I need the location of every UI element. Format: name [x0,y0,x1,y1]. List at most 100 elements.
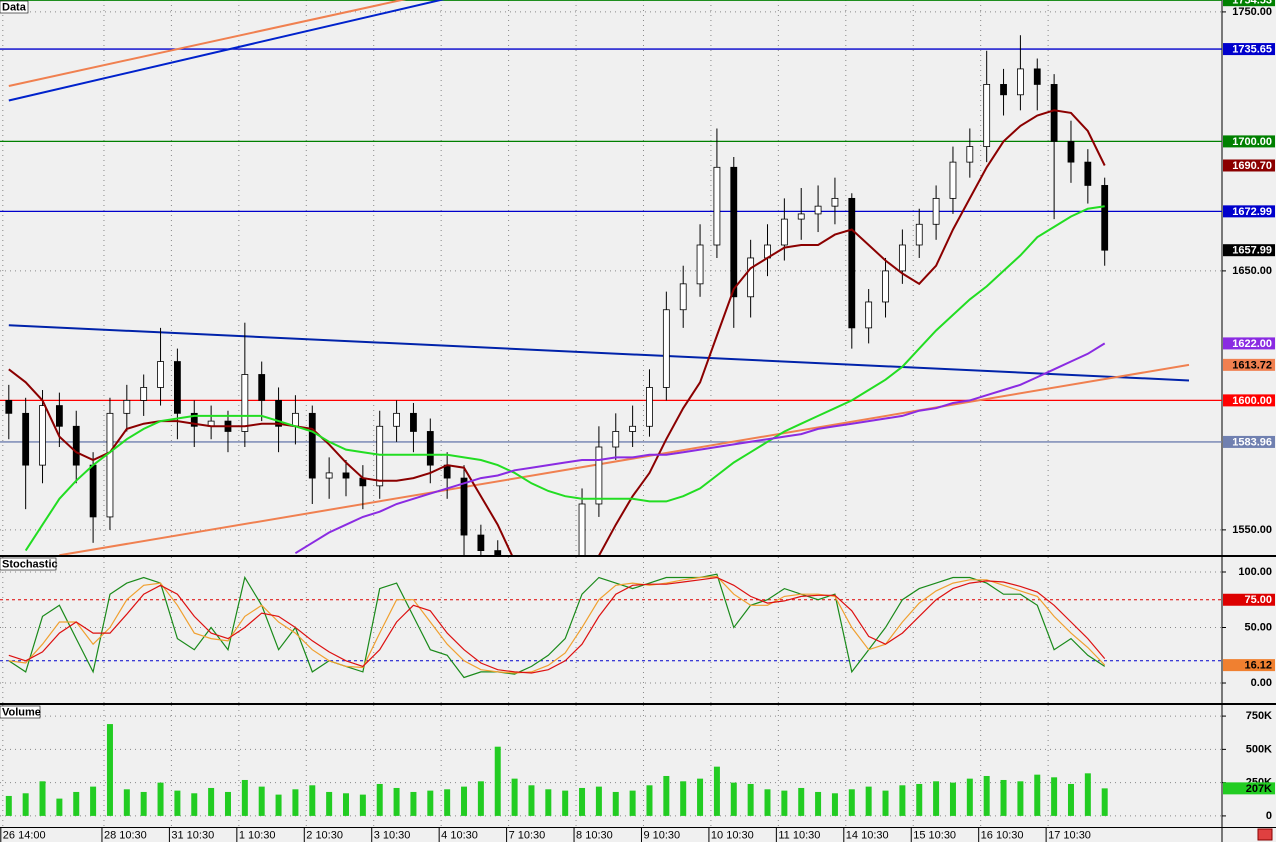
x-tick-label: 14 10:30 [846,829,889,841]
candle-body [258,374,266,401]
volume-bar [393,787,400,816]
candle-body [292,412,299,427]
candle-body [898,244,906,272]
volume-bar [56,798,63,816]
y-tick-label: 0 [1266,810,1272,822]
volume-bar [191,793,198,816]
volume-bar [359,794,366,816]
y-tick-label: 500K [1246,743,1272,755]
candle-body [342,472,350,479]
price-label: 207K [1246,783,1272,795]
x-tick-label: 31 10:30 [171,829,214,841]
candle-body [646,387,653,427]
x-tick-label: 2 10:30 [306,829,343,841]
volume-bar [477,781,484,816]
price-label-box [1223,135,1275,148]
candle-body [426,431,434,466]
candle-body [1033,68,1041,85]
panel-title-box [0,557,57,571]
candle-body [662,309,670,388]
price-label: 1672.99 [1232,206,1272,218]
volume-bar [933,781,940,816]
volume-bar [241,779,248,816]
x-tick-label: 16 10:30 [981,829,1024,841]
price-label: 1735.65 [1232,43,1272,55]
volume-bar [157,782,164,816]
candle-body [882,270,889,303]
price-label: 1583.96 [1232,436,1272,448]
volume-bar [697,778,704,816]
candle-body [55,405,63,427]
volume-bar [22,793,29,816]
candle-body [123,399,131,414]
candle-body [5,399,13,414]
volume-bar [106,724,113,816]
volume-bar [579,787,586,816]
volume-bar [376,783,383,816]
volume-bar [1051,777,1058,816]
candle-body [173,361,181,414]
candle-body [325,472,333,479]
volume-bar [680,781,687,816]
candle-body [679,283,687,311]
candle-body [275,399,282,427]
panel-title: Data [2,1,27,13]
volume-bar [1101,788,1108,816]
candle-body [308,412,316,479]
candle-body [713,166,721,246]
panel [0,705,1222,827]
price-label: 1600.00 [1232,395,1272,407]
volume-bar [815,791,822,816]
y-tick-label: 1750.00 [1232,6,1272,18]
candle-body [1084,161,1092,186]
volume-bar [309,785,316,816]
x-tick-label: 15 10:30 [913,829,956,841]
x-tick-label: 10 10:30 [711,829,754,841]
candle-body [1101,185,1109,251]
price-label-box [1223,782,1275,795]
price-label-box [1223,0,1275,7]
price-label-box [1223,205,1275,218]
candle-body [1067,141,1075,163]
volume-bar [798,787,805,816]
candle-body [797,213,805,220]
volume-bar [1000,779,1007,816]
volume-bar [326,791,333,816]
volume-bar [123,789,130,816]
indicator-line [8,575,1106,674]
price-label-box [1223,358,1275,371]
volume-bar [949,782,956,816]
candle-body [140,387,148,401]
volume-bar [90,786,97,816]
volume-bar [882,790,889,816]
panel [0,557,1222,703]
candle-body [932,197,940,225]
volume-bar [73,791,80,816]
price-label-box [1223,394,1275,407]
panel [0,0,1222,555]
volume-bar [916,783,923,816]
candle-body [89,464,97,518]
trendline [8,0,445,102]
volume-bar [646,785,653,816]
candle-body [983,84,991,147]
x-tick-label: 3 10:30 [374,829,411,841]
indicator-line [8,573,1106,679]
candle-body [460,477,468,536]
price-label: 1613.72 [1232,359,1272,371]
candle-body [1000,84,1007,96]
volume-bar [713,766,720,816]
price-label-box [1223,159,1275,172]
candle-body [578,503,586,555]
volume-bar [612,791,619,816]
volume-bar [663,775,670,816]
indicator-line [294,342,1106,555]
x-tick-label: 17 10:30 [1048,829,1091,841]
volume-bar [1017,781,1024,816]
corner-button[interactable] [1257,828,1273,841]
volume-bar [781,790,788,816]
indicator-line [8,109,1106,555]
candle-body [696,244,704,285]
y-tick-label: 100.00 [1238,566,1272,578]
price-label-box [1223,43,1275,56]
